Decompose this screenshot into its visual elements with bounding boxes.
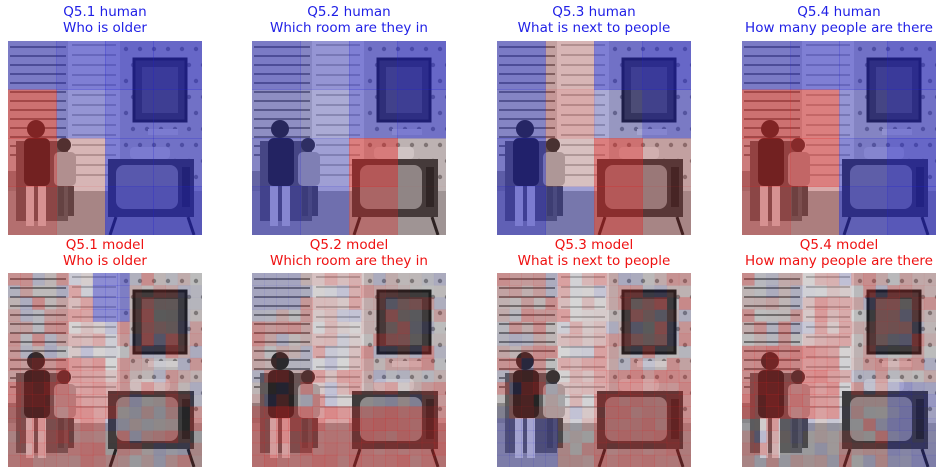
photo-scene: [252, 273, 446, 467]
panel-label: Q5.4 model: [799, 237, 879, 253]
panel-question: Who is older: [63, 253, 147, 269]
attention-overlay: [252, 41, 446, 235]
panel-question: Who is older: [63, 20, 147, 36]
panel-q53-model: Q5.3 model What is next to people: [497, 237, 691, 467]
attention-overlay: [252, 273, 446, 467]
panel-q54-human: Q5.4 human How many people are there: [742, 4, 936, 235]
panel-question: What is next to people: [517, 253, 671, 269]
panel-label: Q5.2 human: [307, 4, 391, 20]
panel-question: What is next to people: [517, 20, 671, 36]
attention-overlay: [742, 273, 936, 467]
panel-q52-human: Q5.2 human Which room are they in: [252, 4, 446, 235]
panel-q54-model: Q5.4 model How many people are there: [742, 237, 936, 467]
attention-map-image: [252, 41, 446, 235]
panel-question: Which room are they in: [269, 20, 428, 36]
attention-map-image: [742, 41, 936, 235]
attention-map-image: [742, 273, 936, 467]
panel-q53-human: Q5.3 human What is next to people: [497, 4, 691, 235]
panel-q51-human: Q5.1 human Who is older: [8, 4, 202, 235]
panel-label: Q5.1 human: [63, 4, 147, 20]
attention-overlay: [742, 41, 936, 235]
panel-label: Q5.4 human: [797, 4, 881, 20]
attention-map-image: [8, 273, 202, 467]
attention-map-image: [497, 41, 691, 235]
panel-label: Q5.1 model: [65, 237, 145, 253]
panel-question: Which room are they in: [269, 253, 428, 269]
attention-overlay: [8, 41, 202, 235]
panel-q52-model: Q5.2 model Which room are they in: [252, 237, 446, 467]
attention-map-image: [8, 41, 202, 235]
attention-overlay: [497, 273, 691, 467]
attention-map-image: [497, 273, 691, 467]
photo-scene: [742, 273, 936, 467]
panel-label: Q5.2 model: [309, 237, 389, 253]
photo-scene: [497, 273, 691, 467]
photo-scene: [8, 273, 202, 467]
panel-question: How many people are there: [745, 20, 933, 36]
panel-label: Q5.3 model: [554, 237, 634, 253]
attention-overlay: [8, 273, 202, 467]
attention-map-image: [252, 273, 446, 467]
attention-overlay: [497, 41, 691, 235]
panel-label: Q5.3 human: [552, 4, 636, 20]
panel-question: How many people are there: [745, 253, 933, 269]
panel-q51-model: Q5.1 model Who is older: [8, 237, 202, 467]
